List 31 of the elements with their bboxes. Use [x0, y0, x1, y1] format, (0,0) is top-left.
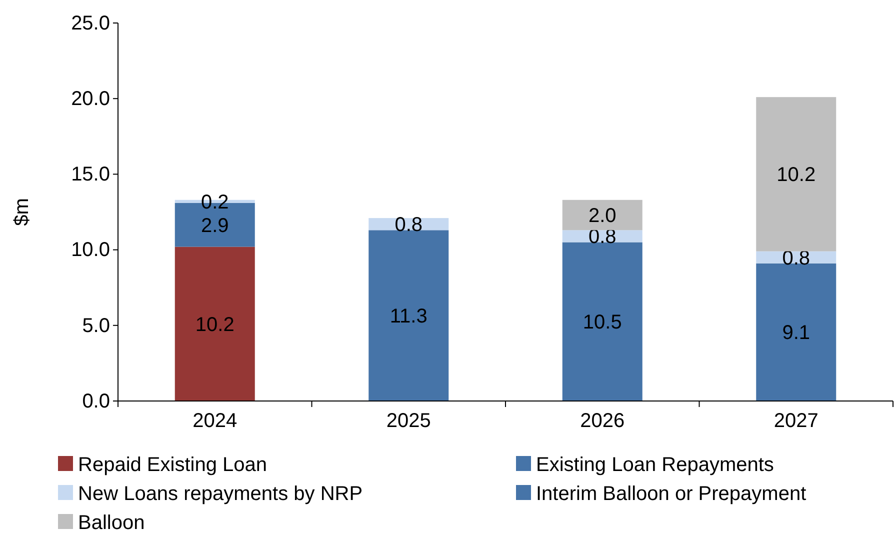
data-label: 10.5	[582, 312, 622, 334]
legend-label: Interim Balloon or Prepayment	[536, 483, 807, 505]
data-label: 2.9	[200, 214, 229, 237]
data-label: 0.8	[782, 247, 810, 270]
x-tick-label: 2025	[386, 410, 431, 432]
data-label: 10.2	[776, 164, 816, 186]
y-axis-title: $m	[11, 198, 33, 226]
y-tick-label: 5.0	[82, 314, 110, 337]
y-tick-label: 0.0	[82, 390, 110, 412]
bar	[562, 200, 642, 230]
legend-label: Repaid Existing Loan	[78, 454, 268, 476]
data-label: 0.8	[394, 214, 423, 236]
bar	[174, 246, 255, 401]
data-label: 10.2	[195, 314, 234, 336]
y-tick-label: 20.0	[71, 88, 110, 110]
y-tick-label: 25.0	[71, 12, 110, 34]
y-tick-label: 10.0	[71, 239, 110, 262]
data-label: 9.1	[782, 322, 810, 344]
bar	[562, 242, 642, 401]
x-tick-label: 2024	[192, 410, 238, 432]
legend-label: Balloon	[78, 512, 145, 534]
data-label: 11.3	[390, 306, 428, 328]
bar	[368, 230, 449, 401]
legend-label: Existing Loan Repayments	[536, 454, 774, 476]
bar	[756, 263, 836, 401]
bar	[756, 97, 836, 252]
y-tick-label: 15.0	[71, 164, 110, 186]
data-label: 2.0	[588, 205, 616, 228]
legend-label: New Loans repayments by NRP	[78, 483, 363, 505]
x-tick-label: 2027	[774, 410, 818, 432]
x-tick-label: 2026	[580, 410, 625, 432]
